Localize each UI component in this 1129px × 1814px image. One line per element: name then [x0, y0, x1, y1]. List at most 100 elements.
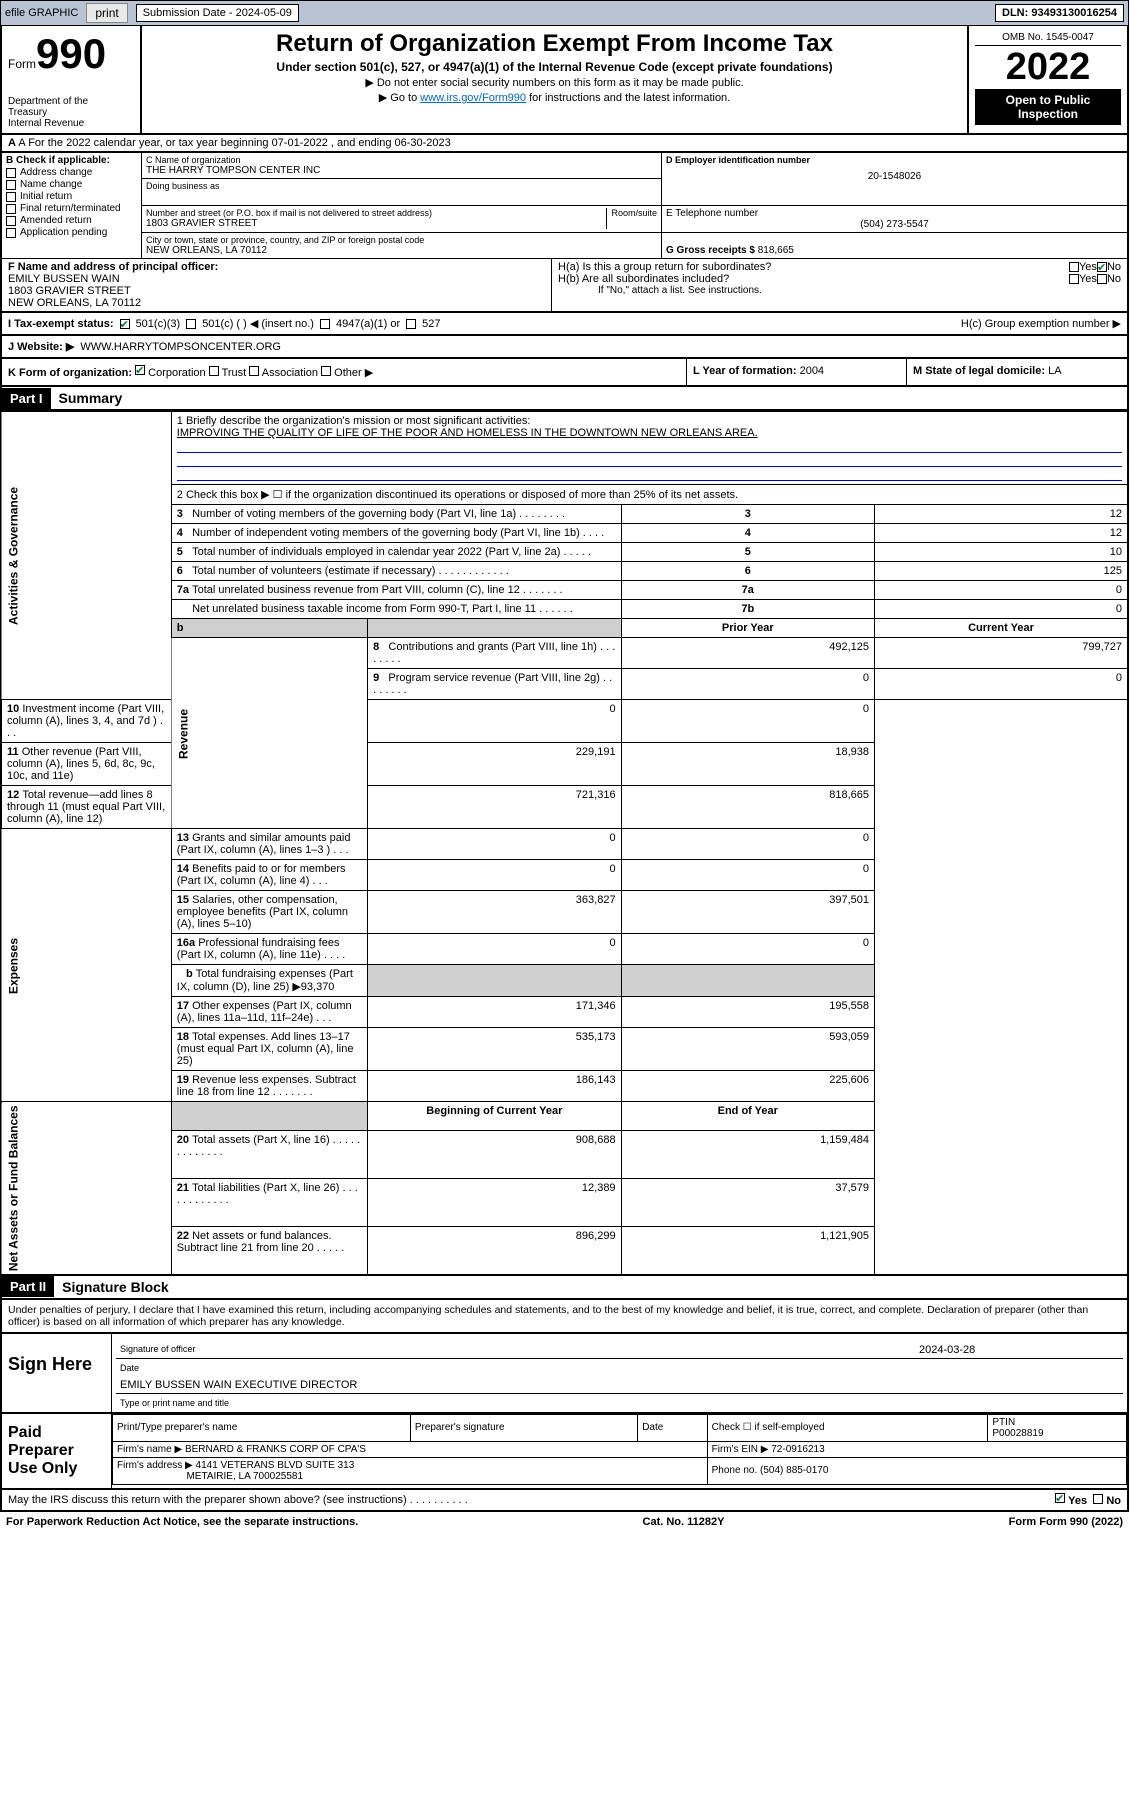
footer-final: For Paperwork Reduction Act Notice, see … — [0, 1512, 1129, 1532]
firm-addr-label: Firm's address ▶ — [117, 1460, 193, 1471]
cb-4947[interactable] — [320, 319, 330, 329]
sign-here-label: Sign Here — [2, 1334, 112, 1412]
firm-addr2: METAIRIE, LA 700025581 — [186, 1471, 303, 1482]
type-name-label: Type or print name and title — [116, 1398, 1123, 1408]
row-a-tax-year: A A For the 2022 calendar year, or tax y… — [0, 135, 1129, 153]
form-label: Form — [8, 57, 36, 71]
form-footer: Form Form 990 (2022) — [1009, 1516, 1123, 1528]
ha-label: H(a) Is this a group return for subordin… — [558, 261, 1069, 273]
hb-label: H(b) Are all subordinates included? — [558, 273, 1069, 285]
section-fh: F Name and address of principal officer:… — [0, 259, 1129, 313]
declaration-text: Under penalties of perjury, I declare th… — [0, 1300, 1129, 1334]
cb-application-pending[interactable]: Application pending — [6, 227, 137, 238]
irs-link[interactable]: www.irs.gov/Form990 — [420, 92, 526, 104]
i-label: I Tax-exempt status: — [8, 318, 114, 330]
cb-527[interactable] — [406, 319, 416, 329]
efile-label: efile GRAPHIC — [5, 7, 78, 19]
form-header: Form990 Department of theTreasuryInterna… — [0, 26, 1129, 135]
l-label: L Year of formation: — [693, 365, 797, 377]
part1-title: Summary — [51, 387, 131, 409]
hb-yes-cb[interactable] — [1069, 274, 1079, 284]
prep-date-header: Date — [638, 1414, 707, 1441]
paid-preparer-label: Paid Preparer Use Only — [2, 1414, 112, 1488]
ein-value: 20-1548026 — [666, 171, 1123, 182]
tax-year: 2022 — [975, 46, 1121, 89]
firm-name: BERNARD & FRANKS CORP OF CPA'S — [185, 1444, 366, 1455]
cb-corporation[interactable] — [135, 365, 145, 375]
g-label: G Gross receipts $ — [666, 245, 755, 256]
website-value: WWW.HARRYTOMPSONCENTER.ORG — [80, 341, 281, 353]
ptin-value: P00028819 — [992, 1428, 1043, 1439]
q2-text: 2 Check this box ▶ ☐ if the organization… — [171, 485, 1128, 505]
cb-501c[interactable] — [186, 319, 196, 329]
open-to-public: Open to Public Inspection — [975, 89, 1121, 125]
form-note2: ▶ Go to www.irs.gov/Form990 for instruct… — [148, 91, 961, 104]
part2-header: Part II — [2, 1276, 54, 1297]
m-value: LA — [1048, 365, 1061, 377]
side-expenses: Expenses — [1, 829, 171, 1102]
form-note1: ▶ Do not enter social security numbers o… — [148, 76, 961, 89]
date-label: Date — [116, 1363, 1123, 1373]
f-label: F Name and address of principal officer: — [8, 261, 218, 273]
cat-no: Cat. No. 11282Y — [643, 1516, 725, 1528]
firm-phone: (504) 885-0170 — [760, 1465, 828, 1476]
sig-date: 2024-03-28 — [919, 1344, 1119, 1356]
cb-other[interactable] — [321, 366, 331, 376]
phone-value: (504) 273-5547 — [666, 219, 1123, 230]
prep-sig-header: Preparer's signature — [410, 1414, 637, 1441]
discuss-yes-cb[interactable] — [1055, 1493, 1065, 1503]
e-label: E Telephone number — [666, 208, 1123, 219]
cb-initial-return[interactable]: Initial return — [6, 191, 137, 202]
dba-value — [146, 191, 657, 203]
officer-street: 1803 GRAVIER STREET — [8, 285, 545, 297]
city-label: City or town, state or province, country… — [146, 235, 657, 245]
top-bar: efile GRAPHIC print Submission Date - 20… — [0, 0, 1129, 26]
paid-preparer-section: Paid Preparer Use Only Print/Type prepar… — [0, 1414, 1129, 1490]
discuss-row: May the IRS discuss this return with the… — [0, 1490, 1129, 1512]
hb-note: If "No," attach a list. See instructions… — [558, 285, 1121, 296]
hc-label: H(c) Group exemption number ▶ — [961, 317, 1121, 330]
officer-name: EMILY BUSSEN WAIN — [8, 273, 545, 285]
part2-title: Signature Block — [54, 1276, 177, 1298]
summary-table: Activities & Governance 1 Briefly descri… — [0, 411, 1129, 1276]
room-label: Room/suite — [606, 208, 657, 229]
self-employed-check[interactable]: Check ☐ if self-employed — [707, 1414, 988, 1441]
gross-receipts: 818,665 — [758, 245, 794, 256]
cb-trust[interactable] — [209, 366, 219, 376]
cb-final-return[interactable]: Final return/terminated — [6, 203, 137, 214]
firm-addr1: 4141 VETERANS BLVD SUITE 313 — [196, 1460, 355, 1471]
dba-label: Doing business as — [146, 181, 657, 191]
cb-501c3[interactable] — [120, 319, 130, 329]
submission-date: Submission Date - 2024-05-09 — [136, 4, 299, 22]
form-subtitle: Under section 501(c), 527, or 4947(a)(1)… — [148, 60, 961, 74]
section-bcdefg: B Check if applicable: Address change Na… — [0, 153, 1129, 259]
row-j: J Website: ▶ WWW.HARRYTOMPSONCENTER.ORG — [0, 336, 1129, 359]
ha-yes-cb[interactable] — [1069, 262, 1079, 272]
paperwork-notice: For Paperwork Reduction Act Notice, see … — [6, 1516, 358, 1528]
officer-city: NEW ORLEANS, LA 70112 — [8, 297, 545, 309]
side-netassets: Net Assets or Fund Balances — [1, 1102, 171, 1275]
cb-name-change[interactable]: Name change — [6, 179, 137, 190]
cb-address-change[interactable]: Address change — [6, 167, 137, 178]
cb-amended[interactable]: Amended return — [6, 215, 137, 226]
officer-typed-name: EMILY BUSSEN WAIN EXECUTIVE DIRECTOR — [120, 1379, 357, 1391]
print-button[interactable]: print — [86, 3, 127, 23]
cb-association[interactable] — [249, 366, 259, 376]
m-label: M State of legal domicile: — [913, 365, 1045, 377]
k-label: K Form of organization: — [8, 367, 132, 379]
q1-label: 1 Briefly describe the organization's mi… — [177, 415, 1122, 427]
discuss-no-cb[interactable] — [1093, 1494, 1103, 1504]
hb-no-cb[interactable] — [1097, 274, 1107, 284]
j-label: J Website: ▶ — [8, 340, 74, 353]
d-label: D Employer identification number — [666, 155, 1123, 165]
side-activities: Activities & Governance — [1, 412, 171, 700]
omb-number: OMB No. 1545-0047 — [975, 30, 1121, 46]
sig-officer-label: Signature of officer — [120, 1344, 919, 1356]
row-k: K Form of organization: Corporation Trus… — [0, 359, 1129, 387]
firm-name-label: Firm's name ▶ — [117, 1444, 182, 1455]
ha-no-cb[interactable] — [1097, 262, 1107, 272]
dln-label: DLN: 93493130016254 — [995, 4, 1124, 22]
phone-label: Phone no. — [712, 1465, 758, 1476]
b-label: B Check if applicable: — [6, 155, 137, 166]
sign-here-section: Sign Here Signature of officer2024-03-28… — [0, 1334, 1129, 1414]
